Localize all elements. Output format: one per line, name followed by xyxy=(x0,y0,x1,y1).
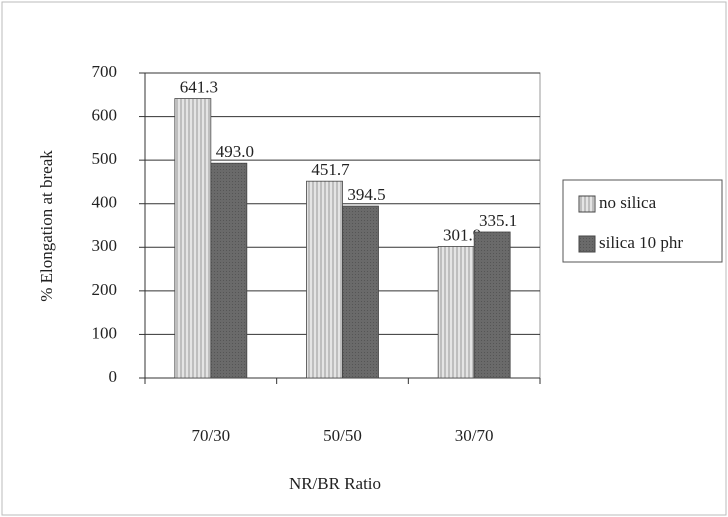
bar xyxy=(343,206,379,378)
value-label: 335.1 xyxy=(479,211,517,230)
y-tick-label: 700 xyxy=(92,62,118,81)
y-tick-label: 100 xyxy=(92,323,118,342)
chart: NR/BR Ratio % Elongation at break 0 100 20… xyxy=(0,0,728,517)
y-tick-label: 0 xyxy=(109,367,118,386)
value-label: 641.3 xyxy=(180,77,218,96)
y-tick-label: 200 xyxy=(92,280,118,299)
legend-label: no silica xyxy=(599,193,657,212)
bar xyxy=(175,99,211,378)
bar xyxy=(211,163,247,378)
legend-label: silica 10 phr xyxy=(599,233,683,252)
value-label: 493.0 xyxy=(216,142,254,161)
value-label: 394.5 xyxy=(347,185,385,204)
bar xyxy=(438,246,474,378)
bar xyxy=(474,232,510,378)
x-tick-label: 30/70 xyxy=(455,426,494,445)
y-axis-title: % Elongation at break xyxy=(37,150,56,302)
legend-swatch xyxy=(579,236,595,252)
y-tick-label: 600 xyxy=(92,105,118,124)
bar xyxy=(307,181,343,378)
value-label: 451.7 xyxy=(311,160,350,179)
x-tick-label: 70/30 xyxy=(191,426,230,445)
x-axis-title: NR/BR Ratio xyxy=(289,474,381,493)
y-tick-label: 300 xyxy=(92,236,118,255)
y-tick-label: 400 xyxy=(92,193,118,212)
legend-swatch xyxy=(579,196,595,212)
x-tick-label: 50/50 xyxy=(323,426,362,445)
y-tick-label: 500 xyxy=(92,149,118,168)
